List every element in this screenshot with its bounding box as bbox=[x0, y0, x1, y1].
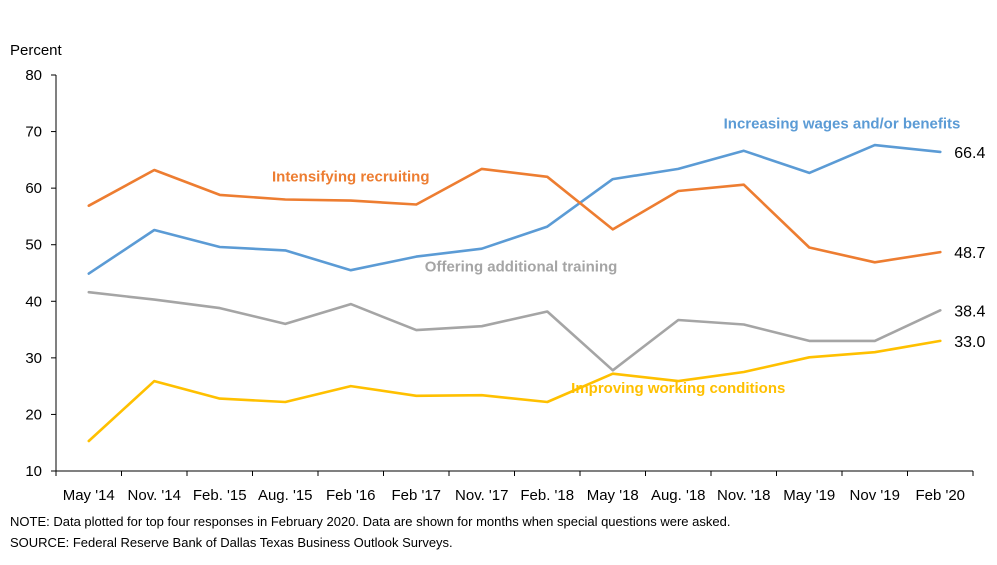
end-value-label: 38.4 bbox=[954, 303, 985, 320]
series-line bbox=[87, 290, 942, 372]
axes bbox=[51, 74, 974, 476]
x-tick-label: May '18 bbox=[587, 487, 639, 504]
y-tick-label: 80 bbox=[25, 67, 42, 84]
series-name-label: Intensifying recruiting bbox=[272, 168, 430, 185]
x-tick-label: May '14 bbox=[63, 487, 115, 504]
x-tick-label: May '19 bbox=[783, 487, 835, 504]
x-tick-label: Feb '16 bbox=[326, 487, 376, 504]
x-tick-label: Feb. '18 bbox=[520, 487, 574, 504]
series-name-label: Offering additional training bbox=[425, 258, 618, 275]
x-tick-label: Nov '19 bbox=[850, 487, 900, 504]
x-tick-label: Nov. '17 bbox=[455, 487, 508, 504]
series-name-label: Improving working conditions bbox=[571, 380, 785, 397]
y-tick-label: 10 bbox=[25, 463, 42, 480]
line-chart: Percent 10 20 30 40 50 60 70 80 May '14 Nov. '14… bbox=[10, 42, 986, 504]
end-value-label: 48.7 bbox=[954, 245, 985, 262]
y-tick-label: 20 bbox=[25, 406, 42, 423]
y-tick-label: 30 bbox=[25, 350, 42, 367]
x-tick-label: Feb '20 bbox=[915, 487, 965, 504]
series-labels: Increasing wages and/or benefits 66.4 Inte… bbox=[272, 116, 986, 397]
y-tick-label: 40 bbox=[25, 293, 42, 310]
series-line bbox=[87, 339, 942, 443]
y-tick-label: 60 bbox=[25, 180, 42, 197]
x-tick-labels: May '14 Nov. '14 Feb. '15 Aug. '15 Feb '16 Fe… bbox=[63, 487, 965, 504]
y-tick-label: 50 bbox=[25, 237, 42, 254]
note-text: NOTE: Data plotted for top four response… bbox=[10, 514, 731, 529]
y-tick-labels: 10 20 30 40 50 60 70 80 bbox=[25, 67, 42, 480]
y-tick-label: 70 bbox=[25, 124, 42, 141]
end-value-label: 66.4 bbox=[954, 145, 985, 162]
x-tick-label: Aug. '15 bbox=[258, 487, 313, 504]
x-tick-label: Feb '17 bbox=[391, 487, 441, 504]
series-lines bbox=[87, 143, 942, 443]
source-text: SOURCE: Federal Reserve Bank of Dallas T… bbox=[10, 535, 453, 550]
series-name-label: Increasing wages and/or benefits bbox=[724, 116, 961, 133]
x-tick-label: Nov. '14 bbox=[128, 487, 181, 504]
x-tick-label: Nov. '18 bbox=[717, 487, 770, 504]
x-tick-label: Aug. '18 bbox=[651, 487, 706, 504]
end-value-label: 33.0 bbox=[954, 334, 985, 351]
series-line bbox=[87, 143, 942, 275]
y-axis-label: Percent bbox=[10, 42, 63, 59]
x-tick-label: Feb. '15 bbox=[193, 487, 247, 504]
series-line bbox=[87, 167, 942, 264]
